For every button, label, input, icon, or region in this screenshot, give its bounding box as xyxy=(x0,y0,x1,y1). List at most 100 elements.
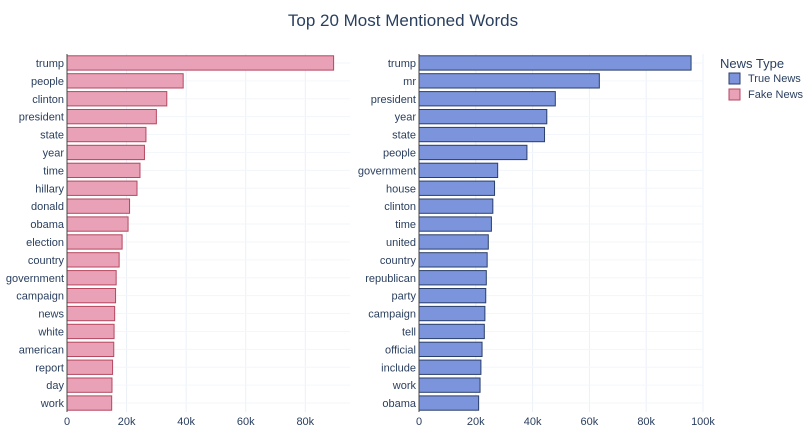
fake-bar-election[interactable] xyxy=(66,234,123,250)
fake-category-label: clinton xyxy=(32,94,64,106)
fake-category-label: donald xyxy=(31,201,64,213)
fake-bar-time[interactable] xyxy=(66,162,141,179)
legend-title: News Type xyxy=(720,56,784,71)
true-category-label: united xyxy=(386,237,416,249)
fake-category-label: trump xyxy=(36,58,64,70)
fake-bar-hillary[interactable] xyxy=(66,180,138,196)
fake-category-label: white xyxy=(37,326,64,338)
fake-category-label: american xyxy=(19,344,64,356)
true-category-label: republican xyxy=(365,273,416,285)
fake-x-tick-label: 80k xyxy=(296,416,314,428)
fake-bar-trump[interactable] xyxy=(66,55,335,71)
true-category-label: campaign xyxy=(368,309,416,321)
fake-bar-clinton[interactable] xyxy=(66,91,168,107)
fake-bar-campaign[interactable] xyxy=(66,287,117,304)
legend-label-fake-news: Fake News xyxy=(748,89,804,101)
fake-x-tick-label: 40k xyxy=(177,416,195,428)
true-bar-clinton[interactable] xyxy=(418,198,494,214)
true-bar-republican[interactable] xyxy=(418,270,487,286)
true-category-label: mr xyxy=(403,76,416,88)
true-bar-united[interactable] xyxy=(418,234,489,250)
true-bar-country[interactable] xyxy=(418,252,488,268)
true-category-label: time xyxy=(395,219,416,231)
fake-x-tick-label: 60k xyxy=(237,416,255,428)
fake-category-label: time xyxy=(43,165,64,177)
true-bar-include[interactable] xyxy=(418,359,482,375)
true-bar-party[interactable] xyxy=(418,287,487,304)
fake-category-label: government xyxy=(6,273,64,285)
fake-bar-country[interactable] xyxy=(66,252,120,268)
fake-bar-year[interactable] xyxy=(66,144,145,161)
fake-category-label: country xyxy=(28,255,65,267)
true-category-label: tell xyxy=(402,326,416,338)
true-bar-year[interactable] xyxy=(418,108,548,125)
fake-x-tick-label: 20k xyxy=(118,416,136,428)
fake-category-label: obama xyxy=(30,219,65,231)
legend: News Type True News Fake News xyxy=(720,56,804,101)
fake-bar-report[interactable] xyxy=(66,359,114,375)
fake-bar-american[interactable] xyxy=(66,341,115,358)
fake-bar-work[interactable] xyxy=(66,395,113,411)
true-category-label: country xyxy=(380,255,417,267)
fake-news-panel: trump people clinton president state year time… xyxy=(6,54,350,428)
true-category-label: clinton xyxy=(384,201,416,213)
legend-item-fake-news[interactable]: Fake News xyxy=(728,88,804,101)
true-bar-tell[interactable] xyxy=(418,323,485,340)
true-bar-people[interactable] xyxy=(418,144,528,161)
true-x-tick-label: 0 xyxy=(416,416,422,428)
fake-category-label: campaign xyxy=(16,291,64,303)
fake-category-label: hillary xyxy=(35,183,64,195)
true-category-label: government xyxy=(358,165,416,177)
fake-bar-government[interactable] xyxy=(66,270,117,286)
fake-bar-day[interactable] xyxy=(66,377,113,393)
true-bar-campaign[interactable] xyxy=(418,305,486,322)
true-category-label: official xyxy=(385,344,416,356)
true-x-tick-label: 100k xyxy=(691,416,715,428)
true-bar-house[interactable] xyxy=(418,180,496,196)
fake-category-label: people xyxy=(31,76,64,88)
true-news-panel: trump mr president year state people governmen… xyxy=(358,54,715,428)
true-bar-state[interactable] xyxy=(418,126,546,143)
fake-category-label: work xyxy=(40,398,65,410)
fake-bar-donald[interactable] xyxy=(66,198,131,214)
legend-item-true-news[interactable]: True News xyxy=(728,72,801,85)
true-bar-obama[interactable] xyxy=(418,395,480,411)
true-bar-work[interactable] xyxy=(418,377,481,393)
true-bar-government[interactable] xyxy=(418,162,499,179)
fake-bar-white[interactable] xyxy=(66,323,115,340)
fake-category-label: report xyxy=(35,362,64,374)
true-category-label: state xyxy=(392,130,416,142)
legend-label-true-news: True News xyxy=(748,73,801,85)
true-category-label: party xyxy=(392,291,417,303)
fake-category-label: president xyxy=(19,112,64,124)
fake-bar-people[interactable] xyxy=(66,73,184,89)
fake-category-label: election xyxy=(26,237,64,249)
true-category-label: year xyxy=(395,112,417,124)
fake-bar-president[interactable] xyxy=(66,108,157,125)
true-bar-president[interactable] xyxy=(418,91,556,107)
true-bar-time[interactable] xyxy=(418,216,492,232)
fake-category-label: day xyxy=(46,380,64,392)
true-category-label: people xyxy=(383,147,416,159)
true-x-tick-label: 40k xyxy=(524,416,542,428)
legend-swatch-fake-news xyxy=(728,88,741,101)
true-category-label: trump xyxy=(388,58,416,70)
fake-x-tick-label: 0 xyxy=(64,416,70,428)
true-category-label: work xyxy=(392,380,417,392)
true-bar-mr[interactable] xyxy=(418,73,600,89)
fake-bar-news[interactable] xyxy=(66,305,116,322)
fake-bar-state[interactable] xyxy=(66,126,147,143)
true-category-label: president xyxy=(371,94,416,106)
true-x-tick-label: 60k xyxy=(581,416,599,428)
true-bar-trump[interactable] xyxy=(418,55,692,71)
true-category-label: include xyxy=(381,362,416,374)
fake-category-label: news xyxy=(38,309,64,321)
true-category-label: obama xyxy=(382,398,417,410)
fake-category-label: year xyxy=(43,147,65,159)
true-x-tick-label: 20k xyxy=(467,416,485,428)
true-x-tick-label: 80k xyxy=(637,416,655,428)
legend-swatch-true-news xyxy=(728,72,741,85)
true-bar-official[interactable] xyxy=(418,341,483,358)
fake-bar-obama[interactable] xyxy=(66,216,129,232)
